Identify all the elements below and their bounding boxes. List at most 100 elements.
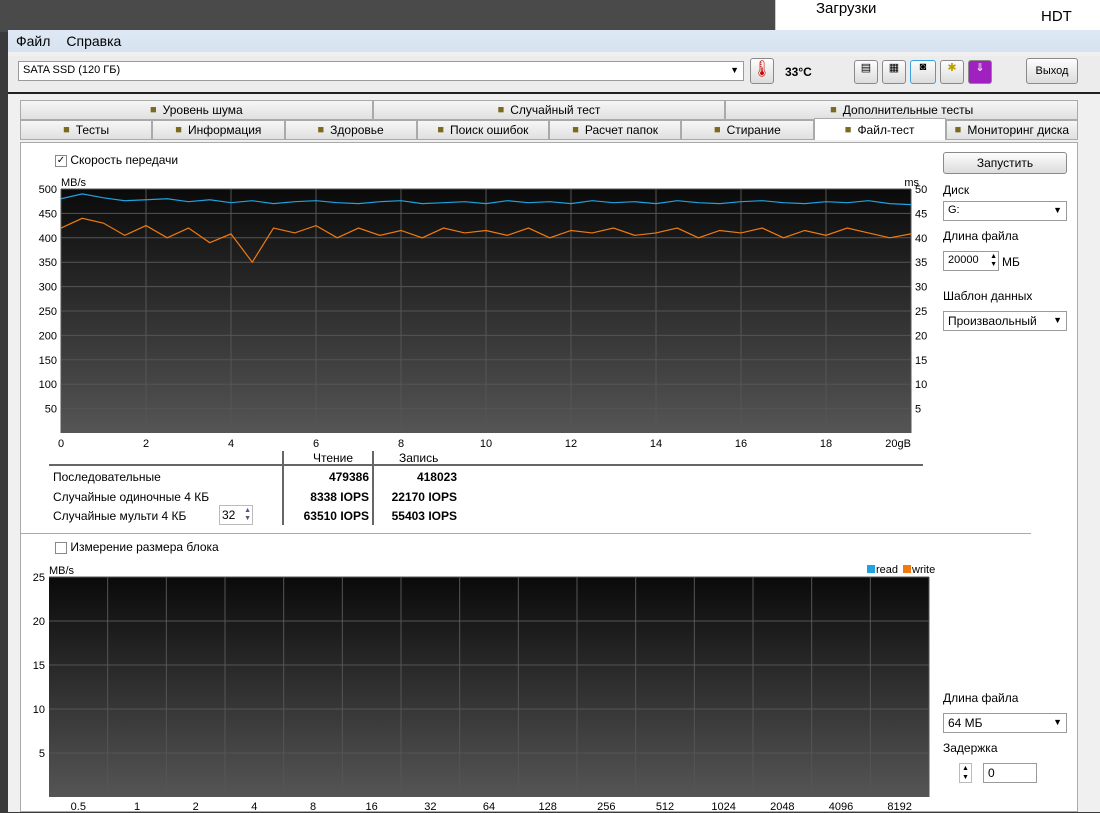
x-tick-label: 18	[820, 438, 832, 450]
x-tick-label: 32	[424, 801, 436, 813]
block-length-label: Длина файла	[943, 691, 1019, 705]
app-tab[interactable]: HDT	[1041, 8, 1072, 25]
menu-bar: Файл Справка	[8, 30, 1100, 52]
tab-tabs_bottom-4[interactable]: ■ Расчет папок	[549, 120, 682, 140]
tab-tabs_bottom-7[interactable]: ■ Мониторинг диска	[945, 120, 1078, 140]
legend-swatch-write	[903, 565, 911, 573]
tab-tabs_bottom-2[interactable]: ■ Здоровье	[284, 120, 417, 140]
stepper-arrows-icon[interactable]: ▲ ▼	[244, 507, 251, 522]
plot-area	[49, 577, 929, 797]
x-tick-label: 0	[58, 438, 64, 450]
transfer-checkbox[interactable]: ✓ Скорость передачи	[55, 153, 178, 167]
desktop-background	[0, 0, 775, 32]
checkbox-unchecked[interactable]	[55, 541, 67, 554]
tab-tabs_bottom-0[interactable]: ■ Тесты	[20, 120, 153, 140]
x-tick-label: 16	[735, 438, 747, 450]
tab-tabs_top-0[interactable]: ■ Уровень шума	[20, 100, 373, 120]
y-tick-label: 25	[33, 572, 45, 584]
y2-tick-label: 5	[915, 404, 921, 416]
y2-tick-label: 30	[915, 282, 927, 294]
tab-tabs_bottom-6[interactable]: ■ Файл-тест	[813, 118, 946, 140]
camera-icon[interactable]: ◙	[910, 60, 936, 84]
header-read: Чтение	[313, 451, 354, 465]
divider	[49, 464, 923, 466]
x-tick-label: 6	[313, 438, 319, 450]
legend-label-read: read	[876, 564, 898, 576]
y2-axis-label: ms	[904, 177, 919, 189]
file-length-value: 20000	[948, 254, 979, 266]
y2-tick-label: 40	[915, 233, 927, 245]
delay-input[interactable]: 0	[983, 763, 1037, 783]
trash-icon: ■	[713, 124, 721, 136]
x-tick-label: 8	[398, 438, 404, 450]
settings-icon[interactable]: ✱	[940, 60, 964, 84]
copy-image-icon[interactable]: ▦	[882, 60, 906, 84]
menu-help[interactable]: Справка	[66, 33, 122, 49]
temperature: 33°C	[785, 65, 812, 79]
tab-label: Расчет папок	[584, 123, 658, 137]
tab-label: Уровень шума	[162, 103, 243, 117]
explorer-window: Загрузки HDT	[775, 0, 1100, 32]
stepper-arrows-icon[interactable]: ▲ ▼	[990, 253, 997, 268]
drive-select[interactable]: SATA SSD (120 ГБ) ▼	[18, 61, 744, 81]
block-length-select[interactable]: 64 МБ ▼	[943, 713, 1067, 733]
series-write-line	[60, 217, 912, 264]
x-tick-label: 64	[483, 801, 495, 813]
menu-file[interactable]: Файл	[16, 33, 51, 49]
disk-value: G:	[948, 204, 960, 216]
multi-read: 63510 IOPS	[303, 509, 369, 523]
explorer-item-downloads[interactable]: Загрузки	[816, 0, 877, 17]
tab-label: Мониторинг диска	[967, 123, 1070, 137]
tab-tabs_bottom-1[interactable]: ■ Информация	[152, 120, 285, 140]
y2-tick-label: 45	[915, 208, 927, 220]
y2-tick-label: 50	[915, 184, 927, 196]
y2-tick-label: 35	[915, 257, 927, 269]
tab-label: Стирание	[726, 123, 781, 137]
queue-depth-stepper[interactable]: 32 ▲ ▼	[219, 505, 253, 525]
chevron-down-icon: ▼	[1053, 717, 1062, 727]
block-length-value: 64 МБ	[948, 716, 983, 730]
disk-select[interactable]: G: ▼	[943, 201, 1067, 221]
health-cross-icon: ■	[317, 124, 325, 136]
tab-tabs_bottom-3[interactable]: ■ Поиск ошибок	[416, 120, 549, 140]
y-tick-label: 100	[39, 379, 57, 391]
pattern-select[interactable]: Произваольный ▼	[943, 311, 1067, 331]
speaker-icon: ■	[150, 104, 157, 116]
x-tick-label: 0.5	[71, 801, 86, 813]
series-read-line	[60, 193, 912, 206]
delay-stepper-arrows-icon[interactable]: ▲ ▼	[959, 763, 972, 783]
x-tick-label: 2	[143, 438, 149, 450]
y-tick-label: 300	[39, 282, 57, 294]
tab-label: Здоровье	[330, 123, 384, 137]
x-tick-label: 1024	[711, 801, 735, 813]
divider	[372, 451, 374, 525]
x-tick-label: 16	[366, 801, 378, 813]
file-length-stepper[interactable]: 20000 ▲ ▼	[943, 251, 999, 271]
checkbox-checked[interactable]: ✓	[55, 154, 67, 167]
y-axis-label: MB/s	[61, 177, 87, 189]
block-size-checkbox[interactable]: Измерение размера блока	[55, 540, 219, 554]
file-test-icon: ■	[844, 123, 852, 136]
exit-button[interactable]: Выход	[1026, 58, 1078, 84]
x-tick-label: 8192	[887, 801, 911, 813]
tab-label: Информация	[187, 123, 262, 137]
x-tick-label: 2	[193, 801, 199, 813]
start-button[interactable]: Запустить	[943, 152, 1067, 174]
copy-text-icon[interactable]: ▤	[854, 60, 878, 84]
y-tick-label: 250	[39, 306, 57, 318]
tab-tabs_top-1[interactable]: ■ Случайный тест	[372, 100, 726, 120]
tab-label: Файл-тест	[857, 122, 915, 137]
delay-label: Задержка	[943, 741, 998, 755]
divider	[21, 533, 1031, 534]
download-icon[interactable]: ⇓	[968, 60, 992, 84]
divider	[282, 451, 284, 525]
thermometer-icon[interactable]: 🌡	[750, 58, 774, 84]
tab-tabs_bottom-5[interactable]: ■ Стирание	[681, 120, 814, 140]
y2-tick-label: 15	[915, 355, 927, 367]
file-length-unit: МБ	[1002, 255, 1020, 269]
x-tick-label: 4	[251, 801, 257, 813]
x-tick-label: 20gB	[885, 438, 911, 450]
info-icon: ■	[175, 124, 182, 136]
tab-tabs_top-2[interactable]: ■ Дополнительные тесты	[725, 100, 1079, 120]
x-tick-label: 2048	[770, 801, 794, 813]
